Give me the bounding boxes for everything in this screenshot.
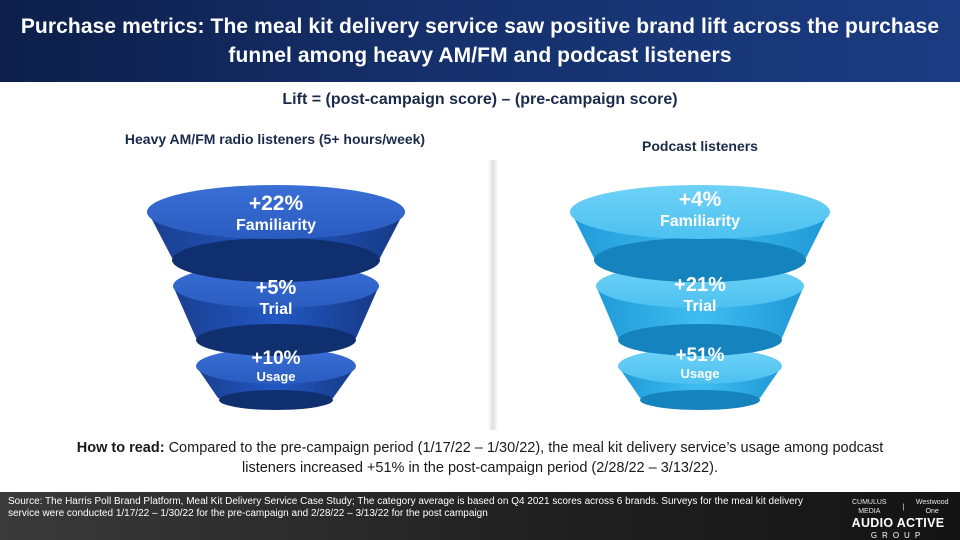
am-fm-usage-tier <box>196 348 356 410</box>
audio-active-group-logo: CUMULUS MEDIA | Westwood One AUDIO ACTIV… <box>840 498 956 540</box>
am-fm-trial-value: +5% <box>255 277 297 299</box>
podcast-usage-label: +51% Usage <box>638 345 762 381</box>
podcast-usage-tier <box>618 348 782 410</box>
am-fm-funnel <box>147 185 405 410</box>
podcast-trial-label: +21% Trial <box>628 274 772 317</box>
footer-bar: Source: The Harris Poll Brand Platform, … <box>0 492 960 540</box>
am-fm-usage-value: +10% <box>251 348 301 369</box>
logo-sub-text: GROUP <box>870 531 926 540</box>
am-fm-familiarity-value: +22% <box>248 192 304 215</box>
segment-divider <box>488 160 498 430</box>
podcast-funnel <box>570 185 830 410</box>
logo-cumulus: CUMULUS MEDIA <box>851 499 887 515</box>
am-fm-trial-name: Trial <box>259 301 293 318</box>
podcast-familiarity-name: Familiarity <box>659 213 741 230</box>
am-fm-usage-name: Usage <box>256 369 296 384</box>
podcast-familiarity-value: +4% <box>678 188 722 211</box>
source-note: Source: The Harris Poll Brand Platform, … <box>8 496 803 519</box>
podcast-usage-value: +51% <box>675 345 725 366</box>
how-to-read-text: Compared to the pre-campaign period (1/1… <box>164 440 884 476</box>
am-fm-familiarity-label: +22% Familiarity <box>196 192 356 236</box>
logo-westwood: Westwood One <box>915 499 949 515</box>
am-fm-trial-label: +5% Trial <box>206 277 346 320</box>
am-fm-familiarity-name: Familiarity <box>235 217 317 234</box>
podcast-trial-name: Trial <box>683 298 717 315</box>
podcast-trial-value: +21% <box>674 274 726 296</box>
how-to-read-note: How to read: Compared to the pre-campaig… <box>60 438 900 478</box>
am-fm-usage-label: +10% Usage <box>216 348 336 384</box>
how-to-read-lead: How to read: <box>76 440 165 456</box>
am-fm-segment-title: Heavy AM/FM radio listeners (5+ hours/we… <box>124 131 426 147</box>
podcast-segment-title: Podcast listeners <box>642 138 758 154</box>
am-fm-familiarity-tier <box>147 185 405 282</box>
logo-main-text: AUDIO ACTIVE <box>851 516 945 530</box>
logo-separator: | <box>902 503 905 511</box>
podcast-usage-name: Usage <box>680 366 720 381</box>
header-banner: Purchase metrics: The meal kit delivery … <box>0 0 960 82</box>
podcast-familiarity-tier <box>570 185 830 282</box>
podcast-familiarity-label: +4% Familiarity <box>618 188 782 232</box>
logo-partner-row: CUMULUS MEDIA | Westwood One <box>840 498 956 516</box>
lift-definition: Lift = (post-campaign score) – (pre-camp… <box>282 91 678 108</box>
page-title: Purchase metrics: The meal kit delivery … <box>20 15 940 67</box>
